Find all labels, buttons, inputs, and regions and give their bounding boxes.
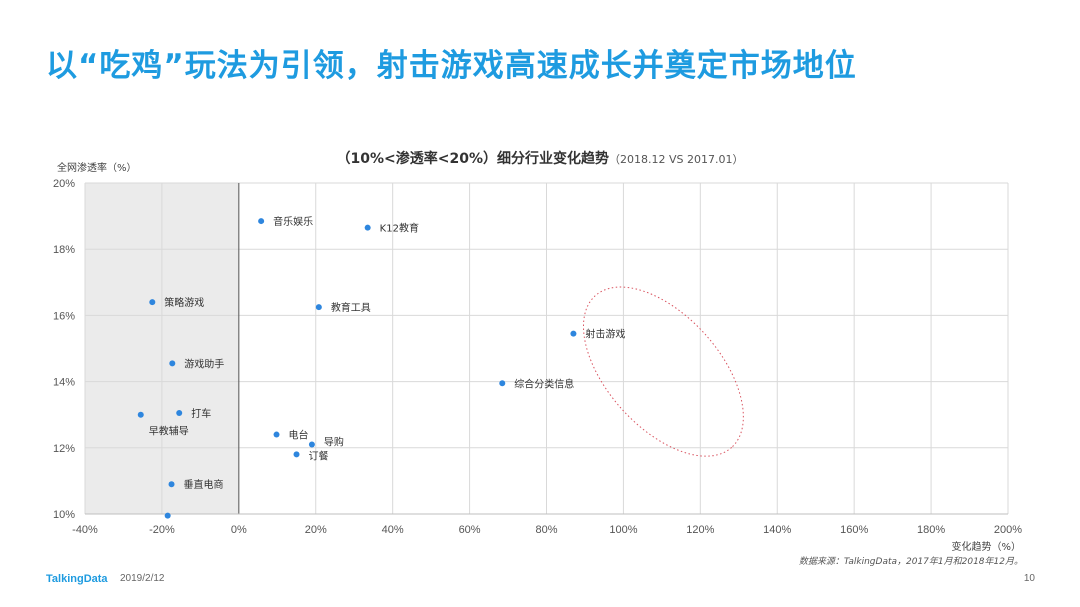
data-point-label: 早教辅导 [149, 425, 189, 438]
chart-title: （10%<渗透率<20%）细分行业变化趋势 [337, 150, 609, 167]
data-source-note: 数据来源：TalkingData，2017年1月和2018年12月。 [799, 556, 1023, 567]
y-tick-label: 12% [53, 443, 75, 455]
x-tick-label: 180% [917, 524, 945, 536]
y-tick-label: 14% [53, 377, 75, 389]
data-point-label: 打车 [191, 407, 211, 420]
page-headline: 以“吃鸡”玩法为引领，射击游戏高速成长并奠定市场地位 [46, 48, 857, 84]
data-point-label: K12教育 [380, 222, 419, 235]
x-tick-label: 160% [840, 524, 868, 536]
data-point-label: 导购 [324, 435, 344, 448]
data-point-label: 射击游戏 [585, 328, 625, 341]
y-tick-label: 10% [53, 509, 75, 521]
x-tick-label: 40% [382, 524, 404, 536]
data-point [293, 451, 300, 458]
data-point [315, 304, 322, 311]
data-point [137, 411, 144, 418]
data-point [364, 224, 371, 231]
x-tick-label: 100% [609, 524, 637, 536]
data-point-label: 综合分类信息 [514, 377, 574, 390]
chart-subtitle: （2018.12 VS 2017.01） [609, 153, 743, 166]
data-point [169, 360, 176, 367]
x-tick-label: 120% [686, 524, 714, 536]
data-point-label: 教育工具 [331, 301, 371, 314]
data-point [273, 431, 280, 438]
data-point-label: 游戏助手 [184, 357, 224, 370]
footer-date: 2019/2/12 [120, 573, 165, 584]
y-tick-label: 16% [53, 310, 75, 322]
chart-title-line: （10%<渗透率<20%）细分行业变化趋势（2018.12 VS 2017.01… [337, 150, 744, 167]
data-point-label: 垂直电商 [184, 478, 224, 491]
data-point [499, 380, 506, 387]
x-tick-label: 140% [763, 524, 791, 536]
talkingdata-logo: TalkingData [46, 573, 108, 585]
x-tick-label: 20% [305, 524, 327, 536]
data-point-label: 音乐娱乐 [273, 215, 313, 228]
x-axis-label: 变化趋势（%） [951, 540, 1021, 553]
data-point [308, 441, 315, 448]
data-point [149, 299, 156, 306]
shooting-game-highlight-ellipse [582, 286, 744, 457]
y-axis-label: 全网渗透率（%） [57, 161, 137, 174]
x-tick-label: -40% [72, 524, 98, 536]
data-point [570, 330, 577, 337]
x-tick-label: 200% [994, 524, 1022, 536]
data-point [168, 481, 175, 488]
x-tick-label: 60% [459, 524, 481, 536]
data-point-label: 电台 [289, 429, 309, 442]
y-tick-label: 20% [53, 178, 75, 190]
x-tick-label: -20% [149, 524, 175, 536]
x-tick-label: 0% [231, 524, 247, 536]
data-point [258, 218, 265, 225]
page-number: 10 [1023, 573, 1035, 584]
data-point [176, 410, 183, 417]
x-tick-label: 80% [535, 524, 557, 536]
data-point-label: 策略游戏 [164, 296, 204, 309]
data-point-label: 订餐 [309, 449, 329, 462]
x-axis-ticks: -40% -20% 0% 20% 40% 60% 80% 100% 120% 140% 160% 18… [72, 524, 1022, 536]
y-axis-ticks: 10% 12% 14% 16% 18% 20% [53, 178, 75, 521]
y-tick-label: 18% [53, 244, 75, 256]
data-point [164, 512, 171, 519]
